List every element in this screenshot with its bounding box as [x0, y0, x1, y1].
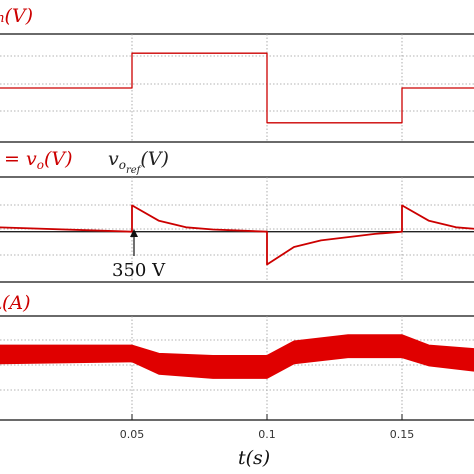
x-tick-label-2: 0.15	[390, 428, 415, 441]
panel-vin-series-0	[0, 52, 474, 124]
panel-il: L(A)	[0, 292, 474, 421]
annotation-label: 350 V	[112, 260, 166, 281]
panel-il-series	[0, 334, 474, 379]
x-tick-label-1: 0.1	[258, 428, 276, 441]
panel-vo-ylabel: = vo(V)	[4, 148, 72, 172]
panel-vin-ylabel: in(V)	[0, 5, 33, 27]
x-tick-label-0: 0.05	[120, 428, 145, 441]
panel-il-series-0	[0, 334, 474, 379]
panel-vo: = vo(V) voref(V) 350 V	[0, 148, 474, 283]
panel-vin-series	[0, 52, 474, 124]
x-axis-label: t(s)	[238, 447, 270, 469]
annotation-arrow-head	[130, 229, 138, 237]
panel-vo-series	[0, 204, 474, 266]
panel-vin: in(V)	[0, 5, 474, 143]
panel-il-ylabel: L(A)	[0, 292, 31, 314]
panel-vo-ref-label: voref(V)	[108, 148, 169, 176]
panel-vo-series-1	[0, 204, 474, 266]
x-axis: 0.05 0.1 0.15	[120, 414, 415, 441]
